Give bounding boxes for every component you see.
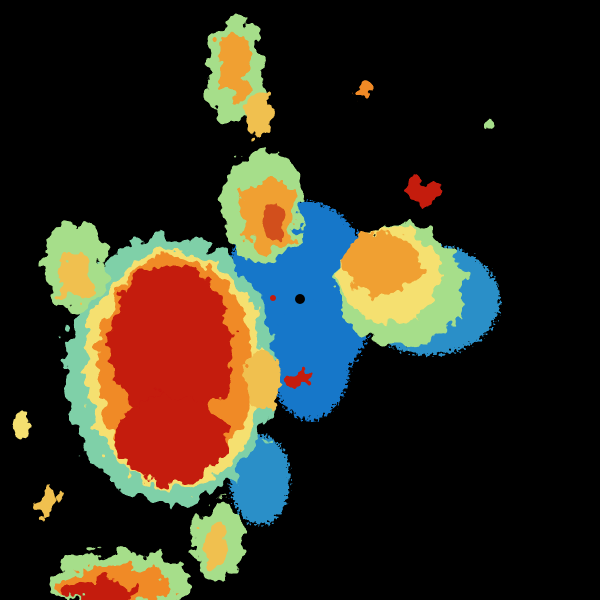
storm-cells	[12, 15, 496, 600]
echo-dot	[270, 295, 276, 301]
radar-site	[295, 294, 305, 304]
